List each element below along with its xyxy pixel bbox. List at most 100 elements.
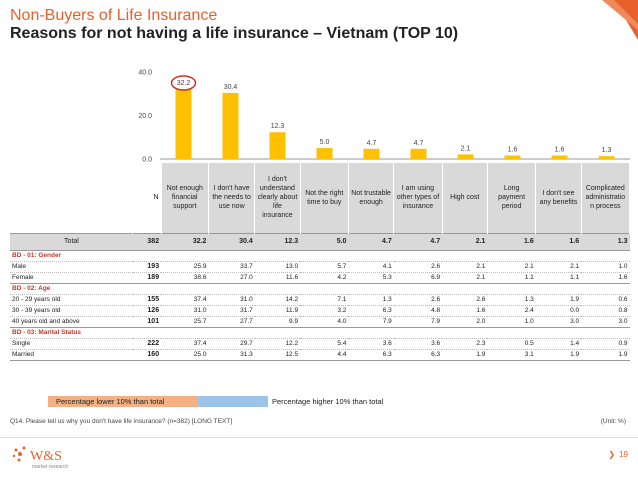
cell-value: 29.7 <box>208 337 255 349</box>
cell-value: 2.1 <box>442 260 488 272</box>
cell-value: 1.9 <box>581 348 630 361</box>
cell-value: 2.0 <box>442 315 488 327</box>
row-label: Female <box>10 271 133 283</box>
table-row-total: Total 382 32.2 30.4 12.3 5.0 4.7 4.7 2.1 1.6 1.6 1.… <box>10 232 630 251</box>
cell-value: 6.3 <box>348 348 394 361</box>
row-n: 193 <box>132 260 162 272</box>
cell-value: 5.3 <box>348 271 394 283</box>
cell-value: 6.9 <box>393 271 443 283</box>
legend-higher <box>198 396 268 407</box>
header-n: N <box>132 163 162 233</box>
cell-value: 12.5 <box>254 348 301 361</box>
cell-value: 1.3 <box>348 293 394 305</box>
highlight-circle <box>170 75 197 91</box>
cell-value: 2.1 <box>487 260 536 272</box>
cell-value: 1.9 <box>442 348 488 361</box>
row-n: 101 <box>132 315 162 327</box>
cell-value: 37.4 <box>161 337 209 349</box>
cell-value: 4.4 <box>300 348 349 361</box>
question-footnote: Q14. Please tell us why you don't have l… <box>10 418 233 425</box>
cell-value: 3.1 <box>487 348 536 361</box>
cell-value: 11.9 <box>254 304 301 316</box>
cell-value: 6.3 <box>393 348 443 361</box>
ws-logo-icon: W&S market research <box>12 446 68 470</box>
section-title: BD - 02: Age <box>10 282 630 294</box>
cell-value: 32.2 <box>161 232 209 251</box>
bar <box>363 148 380 159</box>
column-header: Complicated administratio n process <box>581 163 631 233</box>
column-header: Not trustable enough <box>348 163 395 233</box>
cell-value: 2.1 <box>442 232 488 251</box>
cell-value: 25.7 <box>161 315 209 327</box>
cell-value: 31.0 <box>161 304 209 316</box>
cell-value: 7.9 <box>348 315 394 327</box>
cell-value: 3.0 <box>581 315 630 327</box>
cell-value: 1.6 <box>487 232 536 251</box>
table-row: Female 189 38.6 27.0 11.6 4.2 5.3 6.9 2.1 1.1 1.1 1… <box>10 271 630 283</box>
cell-value: 1.4 <box>535 337 582 349</box>
bar <box>457 154 474 159</box>
bar <box>504 155 521 159</box>
section-header: BD - 01: Gender <box>10 249 630 261</box>
footer-divider <box>0 437 638 438</box>
data-label: 1.3 <box>602 147 612 154</box>
cell-value: 4.0 <box>300 315 349 327</box>
bar <box>410 148 427 159</box>
cell-value: 2.6 <box>393 260 443 272</box>
row-n: 189 <box>132 271 162 283</box>
cell-value: 27.7 <box>208 315 255 327</box>
section-title: BD - 01: Gender <box>10 249 630 261</box>
row-label: Male <box>10 260 133 272</box>
cell-value: 2.4 <box>487 304 536 316</box>
cell-value: 0.8 <box>581 304 630 316</box>
cell-value: 31.7 <box>208 304 255 316</box>
cell-value: 4.7 <box>348 232 394 251</box>
cell-value: 2.6 <box>442 293 488 305</box>
cell-value: 38.6 <box>161 271 209 283</box>
cell-value: 2.1 <box>442 271 488 283</box>
cell-value: 31.3 <box>208 348 255 361</box>
cell-value: 1.0 <box>581 260 630 272</box>
cell-value: 4.8 <box>393 304 443 316</box>
cell-value: 0.6 <box>581 293 630 305</box>
data-label: 5.0 <box>320 139 330 146</box>
cell-value: 14.2 <box>254 293 301 305</box>
row-label: 40 years old and above <box>10 315 133 327</box>
logo-text: W&S <box>30 449 62 464</box>
cell-value: 3.2 <box>300 304 349 316</box>
section-header: BD - 03: Marital Status <box>10 326 630 338</box>
legend-lower-label: Percentage lower 10% than total <box>56 397 165 406</box>
cell-value: 1.1 <box>487 271 536 283</box>
bar <box>598 156 615 159</box>
ws-logo: W&S market research <box>10 440 100 474</box>
cell-value: 1.1 <box>535 271 582 283</box>
data-label: 1.6 <box>555 147 565 154</box>
table-row: 20 - 29 years old 155 37.4 31.0 14.2 7.1 1.3 2.… <box>10 293 630 305</box>
cell-value: 1.3 <box>487 293 536 305</box>
data-label: 4.7 <box>367 140 377 147</box>
column-header: Not the right time to buy <box>300 163 349 233</box>
table-row: 40 years old and above 101 25.7 27.7 9.9 4.0 7… <box>10 315 630 327</box>
logo-subtext: market research <box>32 464 68 470</box>
data-label: 4.7 <box>414 140 424 147</box>
cell-value: 4.1 <box>348 260 394 272</box>
data-table: N Not enough financial support I don't hav… <box>10 163 631 361</box>
row-n: 382 <box>132 232 162 251</box>
column-header: Long payment period <box>487 163 537 233</box>
cell-value: 30.4 <box>208 232 255 251</box>
cell-value: 1.6 <box>442 304 488 316</box>
table-row: Single 222 37.4 29.7 12.2 5.4 3.6 3.6 2.3 0.5 1.4 0… <box>10 337 630 349</box>
column-header: I am using other types of insurance <box>393 163 443 233</box>
cell-value: 31.0 <box>208 293 255 305</box>
cell-value: 3.0 <box>535 315 582 327</box>
bar <box>269 132 286 159</box>
row-label: Married <box>10 348 133 361</box>
column-header: I don't see any benefits <box>535 163 582 233</box>
cell-value: 1.9 <box>535 348 582 361</box>
data-label: 32.2 <box>177 80 191 87</box>
row-label: Single <box>10 337 133 349</box>
bar <box>175 88 192 159</box>
page-number-value: 19 <box>619 450 628 459</box>
section-title: BD - 03: Marital Status <box>10 326 630 338</box>
cell-value: 2.6 <box>393 293 443 305</box>
